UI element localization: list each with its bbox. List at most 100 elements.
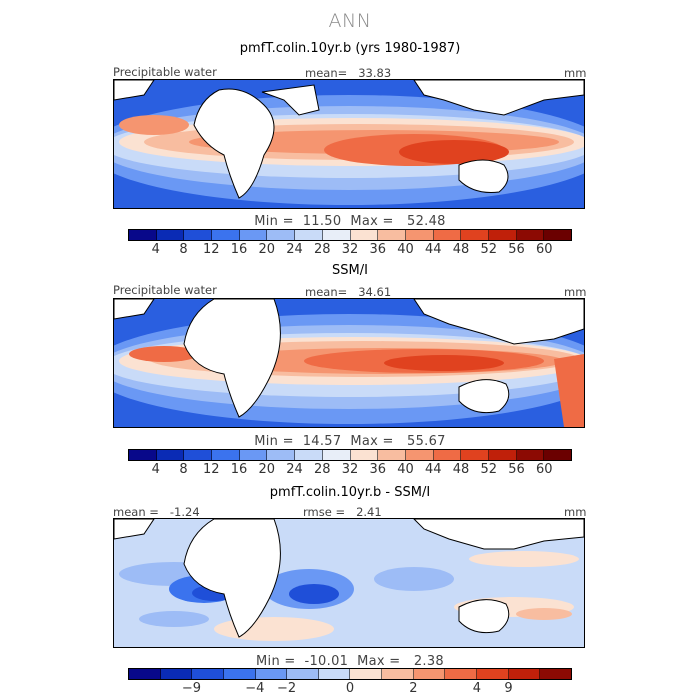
colorbar-tick-label: 36 — [369, 242, 387, 257]
panel3-mean: mean = -1.24 — [113, 505, 200, 519]
panel1-mean: mean= 33.83 — [305, 66, 391, 80]
colorbar-swatch — [413, 669, 446, 679]
colorbar-swatch — [540, 669, 571, 679]
colorbar-swatch — [350, 669, 383, 679]
colorbar-tick-label: 24 — [286, 462, 303, 477]
panel3-minmax: Min = -10.01 Max = 2.38 — [0, 654, 700, 669]
colorbar-tick-label: 28 — [313, 242, 331, 257]
colorbar-swatch — [267, 450, 296, 460]
colorbar-swatch — [350, 450, 379, 460]
panel3-map — [113, 518, 585, 648]
panel1-field — [114, 80, 584, 208]
panel1-title: pmfT.colin.10yr.b (yrs 1980-1987) — [239, 41, 461, 56]
colorbar-swatch — [287, 669, 319, 679]
panel2-max-value: 55.67 — [407, 434, 446, 449]
panel2-min-value: 14.57 — [302, 434, 342, 449]
colorbar-swatch — [516, 230, 545, 240]
colorbar-swatch — [350, 230, 379, 240]
colorbar-swatch — [184, 450, 213, 460]
panel1-min-label: Min = — [254, 214, 294, 229]
colorbar-swatch — [544, 230, 571, 240]
colorbar-tick-label: 24 — [286, 242, 303, 257]
panel2-variable-label: Precipitable water — [113, 283, 217, 297]
panel3-rmse-value: 2.41 — [356, 505, 382, 519]
colorbar-tick-label: 32 — [341, 242, 359, 257]
colorbar-tick-label: 60 — [535, 242, 553, 257]
colorbar-swatch — [488, 450, 517, 460]
colorbar-tick-label: 28 — [313, 462, 331, 477]
colorbar-tick-label: 12 — [202, 462, 220, 477]
colorbar-tick-label: −9 — [181, 681, 202, 696]
panel1-units: mm — [564, 66, 587, 80]
panel3-units: mm — [564, 505, 587, 519]
panel3-min-value: -10.01 — [304, 654, 349, 669]
colorbar-swatch — [267, 230, 296, 240]
colorbar-tick-label: 56 — [508, 242, 525, 257]
colorbar-tick-label: 32 — [341, 462, 359, 477]
colorbar-swatch — [156, 450, 185, 460]
colorbar-swatch — [433, 450, 462, 460]
colorbar-swatch — [516, 450, 545, 460]
colorbar-tick-label: −2 — [276, 681, 297, 696]
colorbar-swatch — [433, 230, 462, 240]
colorbar-tick-label: 40 — [397, 462, 414, 477]
colorbar-tick-label: 48 — [452, 242, 470, 257]
colorbar-swatch — [255, 669, 288, 679]
panel3-colorbar — [128, 668, 572, 680]
panel2-title: SSM/I — [332, 263, 368, 278]
panel3-mean-label: mean = — [113, 505, 159, 519]
colorbar-tick-label: 4 — [151, 242, 160, 257]
colorbar-swatch — [212, 450, 240, 460]
colorbar-tick-label: 8 — [179, 462, 188, 477]
panel3-rmse: rmse = 2.41 — [303, 505, 382, 519]
colorbar-tick-label: 44 — [424, 242, 442, 257]
colorbar-tick-label: 8 — [179, 242, 188, 257]
colorbar-swatch — [378, 450, 406, 460]
panel2-field — [114, 299, 584, 427]
panel3-field — [114, 519, 584, 647]
colorbar-swatch — [129, 669, 161, 679]
colorbar-swatch — [129, 450, 157, 460]
colorbar-swatch — [461, 450, 489, 460]
panel1-mean-value: 33.83 — [358, 66, 392, 80]
colorbar-tick-label: 0 — [345, 681, 355, 696]
colorbar-tick-label: 52 — [480, 242, 498, 257]
panel1-map — [113, 79, 585, 209]
panel3-title: pmfT.colin.10yr.b - SSM/I — [269, 485, 431, 500]
colorbar-tick-label: 56 — [508, 462, 525, 477]
colorbar-tick-label: 16 — [230, 462, 248, 477]
colorbar-swatch — [488, 230, 517, 240]
colorbar-tick-label: 20 — [258, 242, 276, 257]
colorbar-tick-label: 2 — [409, 681, 418, 696]
colorbar-tick-label: 36 — [369, 462, 387, 477]
colorbar-tick-label: 60 — [535, 462, 553, 477]
colorbar-swatch — [295, 230, 323, 240]
colorbar-tick-label: 40 — [397, 242, 414, 257]
colorbar-tick-label: 12 — [202, 242, 220, 257]
colorbar-tick-label: 9 — [504, 681, 513, 696]
colorbar-swatch — [508, 669, 541, 679]
colorbar-swatch — [477, 669, 509, 679]
panel1-max-value: 52.48 — [407, 214, 446, 229]
colorbar-swatch — [318, 669, 351, 679]
colorbar-swatch — [129, 230, 157, 240]
colorbar-tick-label: 52 — [480, 462, 498, 477]
panel2-units: mm — [564, 285, 587, 299]
panel1-max-label: Max = — [350, 214, 394, 229]
figure-suptitle: ANN — [328, 10, 372, 32]
colorbar-swatch — [295, 450, 323, 460]
colorbar-swatch — [382, 669, 414, 679]
panel2-colorbar — [128, 449, 572, 461]
colorbar-tick-label: 20 — [258, 462, 276, 477]
colorbar-swatch — [212, 230, 240, 240]
colorbar-swatch — [156, 230, 185, 240]
colorbar-tick-label: 44 — [424, 462, 442, 477]
colorbar-swatch — [223, 669, 256, 679]
colorbar-swatch — [322, 450, 351, 460]
colorbar-swatch — [192, 669, 224, 679]
colorbar-swatch — [445, 669, 478, 679]
colorbar-swatch — [322, 230, 351, 240]
panel2-max-label: Max = — [350, 434, 394, 449]
panel2-minmax: Min = 14.57 Max = 55.67 — [0, 434, 700, 449]
colorbar-swatch — [461, 230, 489, 240]
